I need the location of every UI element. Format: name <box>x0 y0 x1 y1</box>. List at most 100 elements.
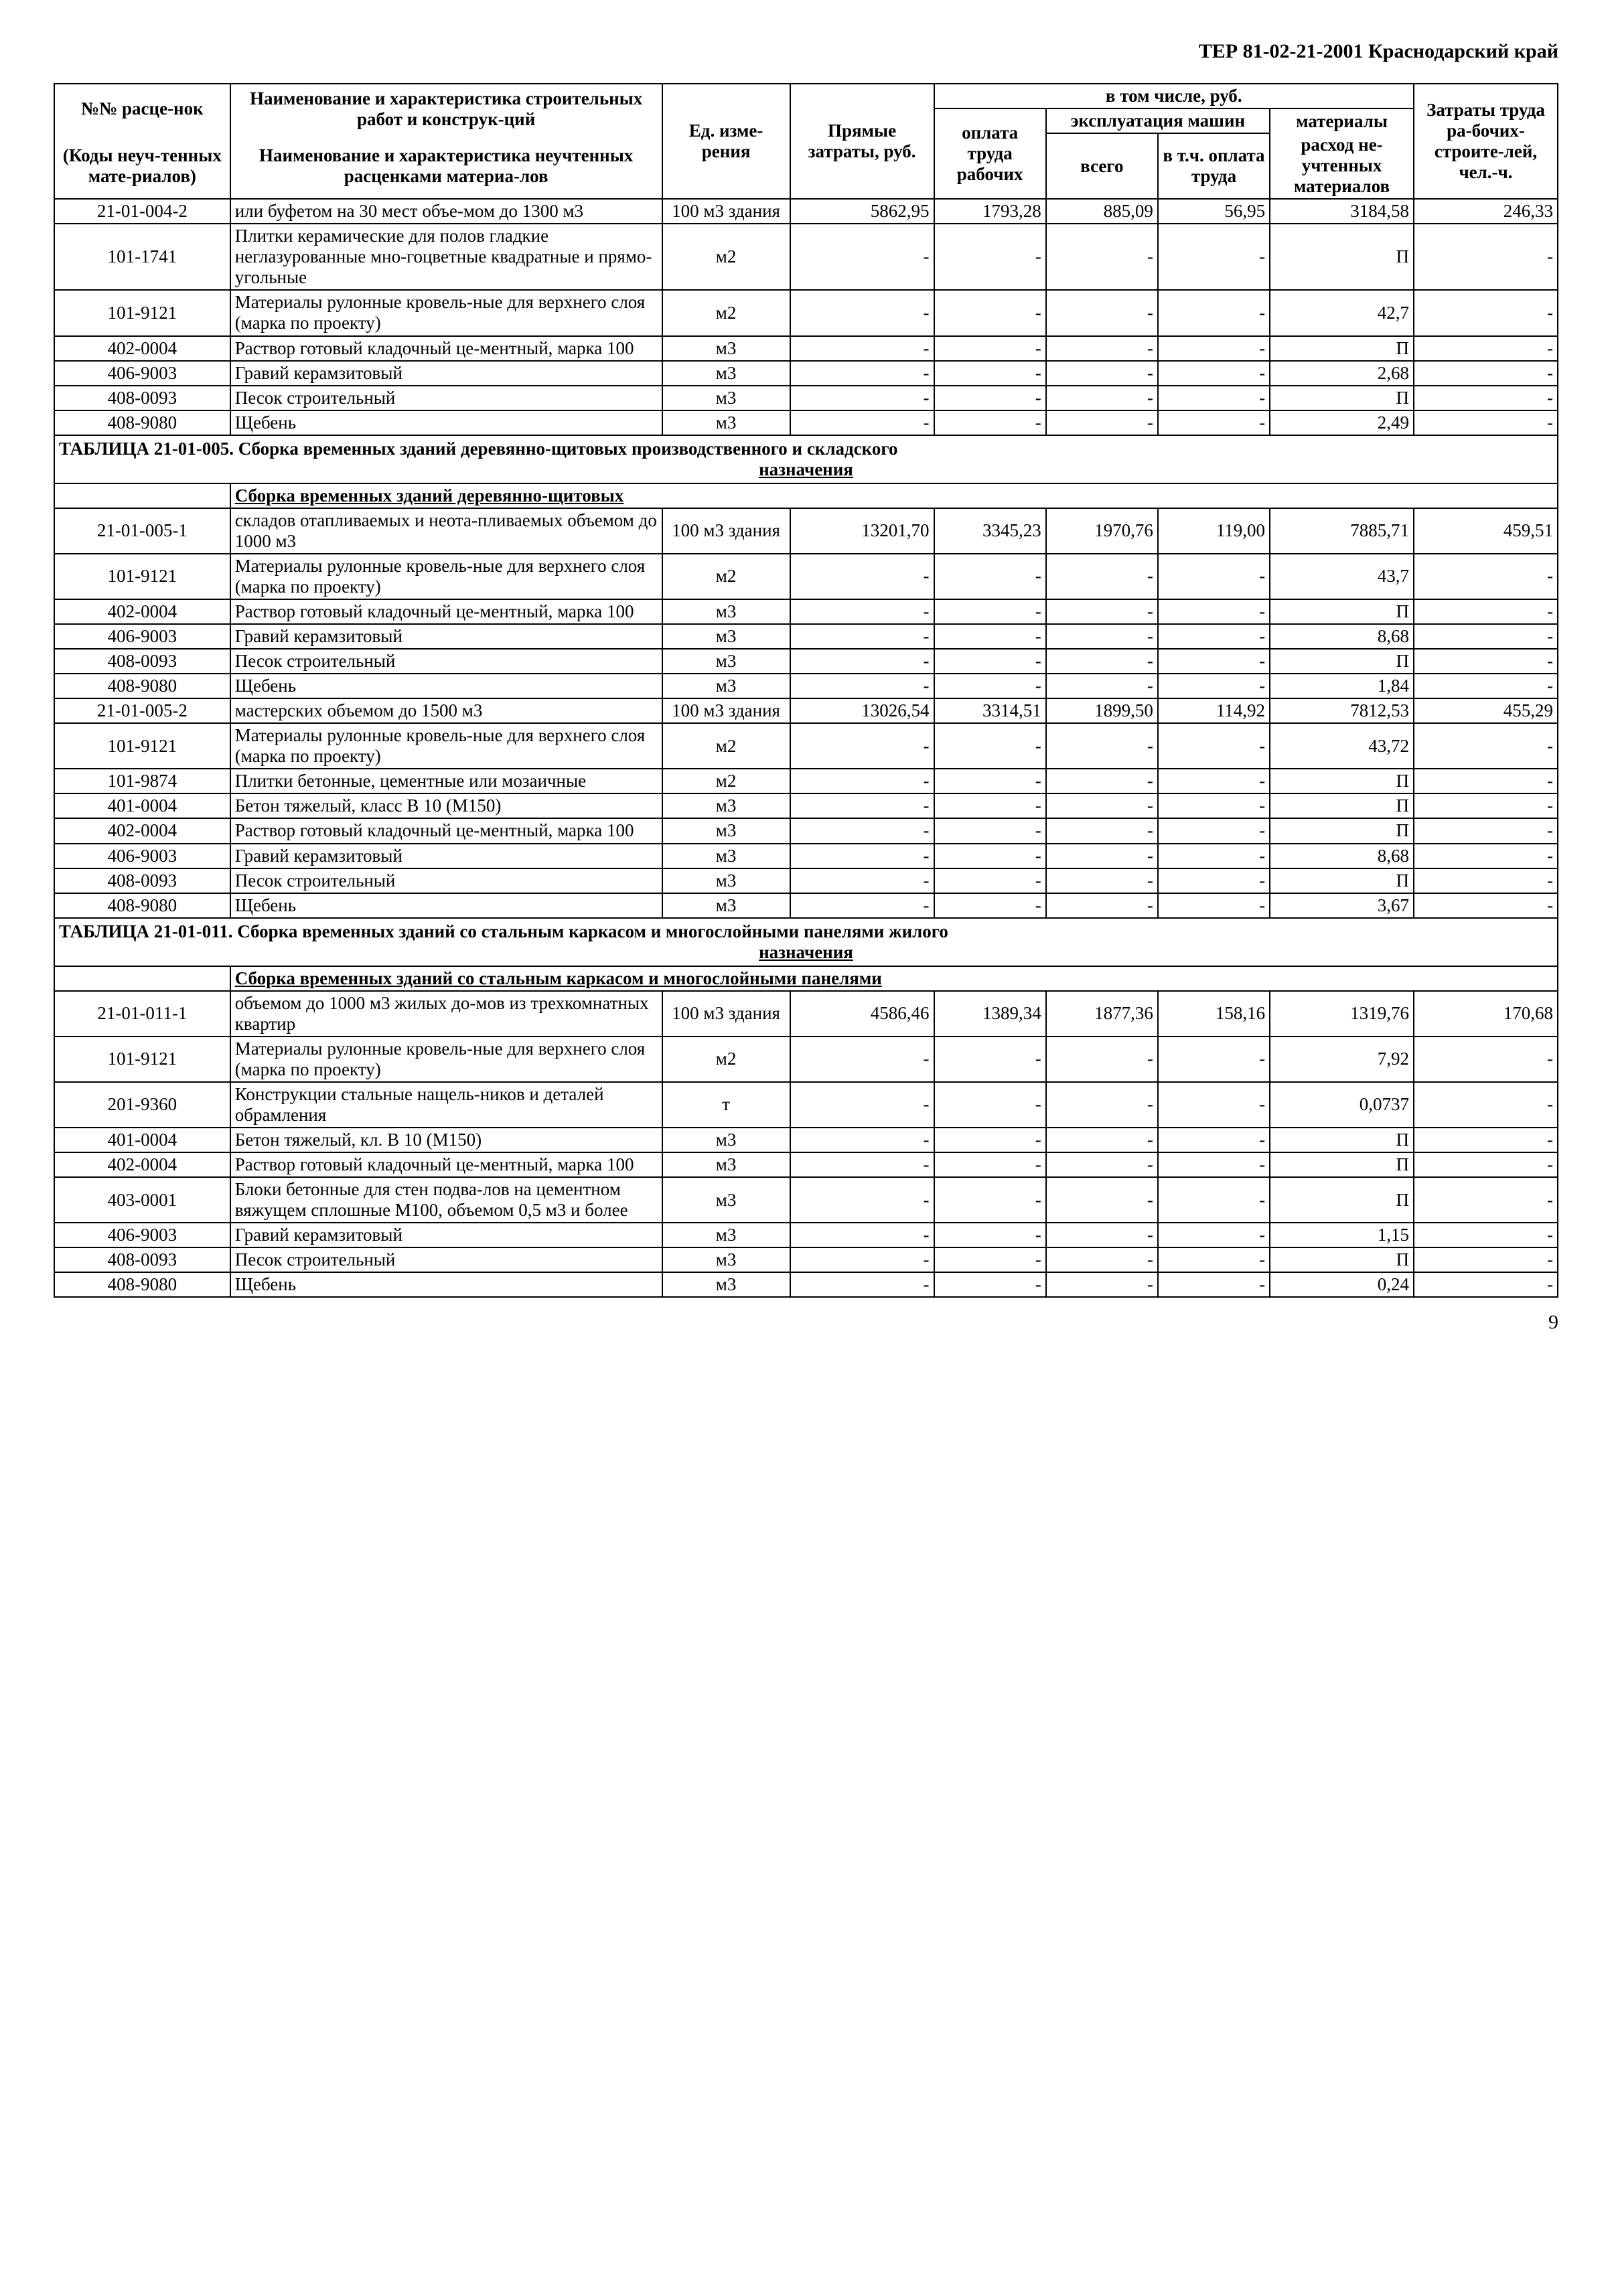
cell: Гравий керамзитовый <box>230 844 662 868</box>
table-row: 408-9080Щебеньм3----3,67- <box>54 893 1558 918</box>
cell: 408-9080 <box>54 1272 230 1297</box>
cell: 402-0004 <box>54 336 230 361</box>
table-row: 21-01-004-2или буфетом на 30 мест объе-м… <box>54 199 1558 224</box>
cell: - <box>934 868 1046 893</box>
cell: - <box>1046 1272 1158 1297</box>
cell: - <box>790 769 934 793</box>
cell: м3 <box>662 868 790 893</box>
cell: 406-9003 <box>54 361 230 386</box>
cell: 408-0093 <box>54 649 230 674</box>
table-row: 406-9003Гравий керамзитовыйм3----1,15- <box>54 1223 1558 1247</box>
cell: Щебень <box>230 893 662 918</box>
cell: м3 <box>662 649 790 674</box>
table-row: 402-0004Раствор готовый кладочный це-мен… <box>54 1152 1558 1177</box>
cell: Гравий керамзитовый <box>230 361 662 386</box>
cell: - <box>1046 336 1158 361</box>
cell: - <box>790 410 934 435</box>
cell: - <box>1158 1247 1270 1272</box>
table-row: 21-01-005-1складов отапливаемых и неота-… <box>54 508 1558 554</box>
cell: Песок строительный <box>230 1247 662 1272</box>
cell: 43,7 <box>1270 554 1414 599</box>
cell: - <box>1158 410 1270 435</box>
cell: - <box>1046 1082 1158 1128</box>
cell: - <box>1414 624 1558 649</box>
cell: 459,51 <box>1414 508 1558 554</box>
cell: - <box>1046 769 1158 793</box>
cell: или буфетом на 30 мест объе-мом до 1300 … <box>230 199 662 224</box>
cell: - <box>1414 1037 1558 1082</box>
cell: мастерских объемом до 1500 м3 <box>230 698 662 723</box>
cell: объемом до 1000 м3 жилых до-мов из трехк… <box>230 991 662 1037</box>
cell: - <box>934 554 1046 599</box>
th-materials: материалы <box>1270 108 1414 133</box>
cell: 158,16 <box>1158 991 1270 1037</box>
cell: П <box>1270 1247 1414 1272</box>
cell: - <box>1158 624 1270 649</box>
cell: - <box>790 336 934 361</box>
cell: - <box>1158 793 1270 818</box>
cell: 7812,53 <box>1270 698 1414 723</box>
cell: - <box>1046 1128 1158 1152</box>
cell: 100 м3 здания <box>662 199 790 224</box>
cell: - <box>1414 386 1558 410</box>
cell: - <box>1158 868 1270 893</box>
cell: 56,95 <box>1158 199 1270 224</box>
cell: м3 <box>662 624 790 649</box>
cell: 1877,36 <box>1046 991 1158 1037</box>
cell: - <box>1414 818 1558 843</box>
table-row: 101-9121Материалы рулонные кровель-ные д… <box>54 723 1558 769</box>
cell: - <box>1414 1152 1558 1177</box>
cell: м3 <box>662 674 790 698</box>
cell: - <box>1158 1082 1270 1128</box>
cell: 2,49 <box>1270 410 1414 435</box>
cell: - <box>1158 893 1270 918</box>
cell: П <box>1270 868 1414 893</box>
cell: Гравий керамзитовый <box>230 1223 662 1247</box>
cell: - <box>1046 1223 1158 1247</box>
cell: - <box>1046 793 1158 818</box>
cell: - <box>934 674 1046 698</box>
cell: 406-9003 <box>54 1223 230 1247</box>
cell: - <box>1046 1037 1158 1082</box>
table-row: 408-0093Песок строительныйм3----П- <box>54 649 1558 674</box>
page-number: 9 <box>54 1311 1558 1334</box>
cell: - <box>934 599 1046 624</box>
th-mach-total: всего <box>1046 133 1158 199</box>
subsection-title: Сборка временных зданий со стальным карк… <box>230 966 1558 991</box>
cell: - <box>1414 554 1558 599</box>
cell: 408-9080 <box>54 674 230 698</box>
table-row: 101-9121Материалы рулонные кровель-ные д… <box>54 1037 1558 1082</box>
cell: - <box>934 386 1046 410</box>
cell: - <box>1414 893 1558 918</box>
cell: - <box>1158 224 1270 290</box>
cell: Бетон тяжелый, кл. В 10 (М150) <box>230 1128 662 1152</box>
cell: м3 <box>662 410 790 435</box>
cell <box>54 966 230 991</box>
cell: - <box>1414 793 1558 818</box>
table-header: №№ расце-нок Наименование и характеристи… <box>54 84 1558 199</box>
cell: П <box>1270 1177 1414 1223</box>
cell: м2 <box>662 224 790 290</box>
cell: 1389,34 <box>934 991 1046 1037</box>
cell: Щебень <box>230 410 662 435</box>
th-code2: (Коды неуч-тенных мате-риалов) <box>54 133 230 199</box>
th-labor-pay: оплата труда рабочих <box>934 108 1046 199</box>
cell: Блоки бетонные для стен подва-лов на цем… <box>230 1177 662 1223</box>
cell: 3,67 <box>1270 893 1414 918</box>
cell: - <box>934 818 1046 843</box>
doc-header: ТЕР 81-02-21-2001 Краснодарский край <box>54 40 1558 63</box>
cell: - <box>934 1247 1046 1272</box>
th-intotal: в том числе, руб. <box>934 84 1414 108</box>
cell: - <box>790 674 934 698</box>
cell: - <box>1046 674 1158 698</box>
cell: м3 <box>662 818 790 843</box>
cell: - <box>934 793 1046 818</box>
cell: 2,68 <box>1270 361 1414 386</box>
cell: 1970,76 <box>1046 508 1158 554</box>
cell: 402-0004 <box>54 1152 230 1177</box>
cell: м3 <box>662 793 790 818</box>
cell: - <box>1158 1177 1270 1223</box>
cell: 21-01-005-2 <box>54 698 230 723</box>
cell: 114,92 <box>1158 698 1270 723</box>
cell: - <box>934 769 1046 793</box>
